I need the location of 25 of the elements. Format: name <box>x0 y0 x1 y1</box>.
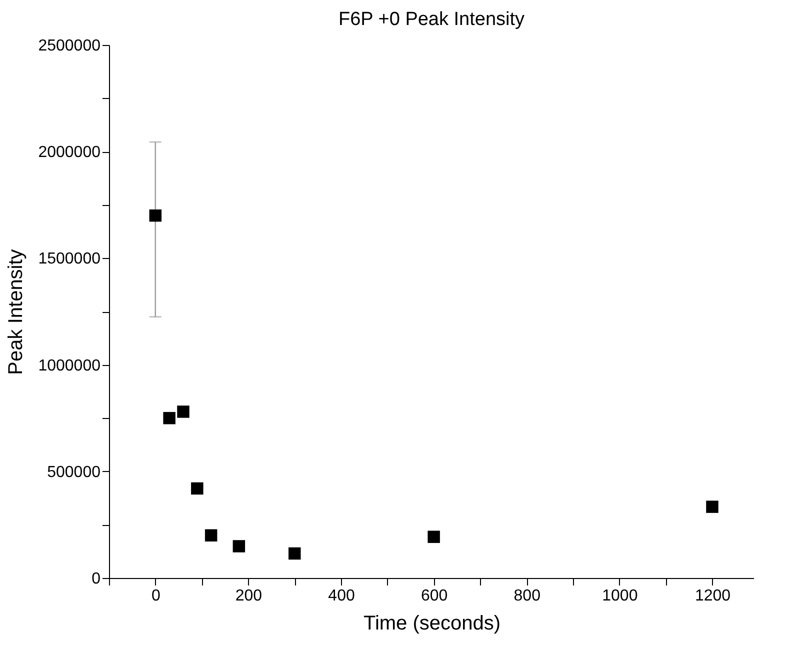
y-axis-title: Peak Intensity <box>5 249 28 375</box>
y-tick-label: 0 <box>92 570 101 588</box>
point <box>232 540 246 552</box>
x-tick-label: 1200 <box>694 588 731 604</box>
point <box>288 547 301 560</box>
y-tick-label: 2500000 <box>38 38 101 54</box>
point <box>428 530 440 543</box>
x-tick-label: 0 <box>151 588 160 604</box>
y-tick-label: 500000 <box>47 464 101 481</box>
y-tick-label: 1500000 <box>38 250 101 268</box>
y-tick-label: 1000000 <box>38 357 101 374</box>
y-tick-label: 2000000 <box>38 144 101 162</box>
point <box>163 412 176 424</box>
point <box>191 482 204 495</box>
x-tick-label: 1000 <box>602 588 638 604</box>
point <box>177 406 190 418</box>
x-axis-title: Time (seconds) <box>363 612 501 634</box>
x-tick-label: 200 <box>235 588 262 604</box>
x-tick-label: 600 <box>420 588 448 604</box>
chart-title: F6P +0 Peak Intensity <box>338 9 526 30</box>
point <box>204 529 218 542</box>
x-tick-label: 800 <box>514 588 541 604</box>
x-tick-label: 400 <box>328 588 355 604</box>
point <box>706 500 718 513</box>
point <box>149 209 162 222</box>
